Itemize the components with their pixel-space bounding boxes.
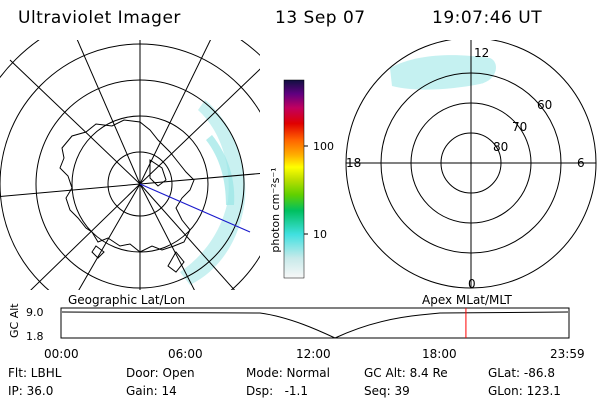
time-tick-1200: 12:00 [296,347,331,361]
colorbar-tick-100: 100 [313,140,334,153]
dsp-info: Dsp: -1.1 [246,384,309,398]
sun-direction-line [139,183,251,233]
glon-info: GLon: 123.1 [488,384,561,398]
colorbar: photon cm⁻²s⁻¹ [269,79,308,279]
auroral-oval-magnetic [390,55,496,90]
timeline-left-label: Geographic Lat/Lon [68,293,186,307]
altitude-timeline-plot [60,307,570,339]
timeline-y-min: 1.8 [26,330,44,343]
timeline-y-max: 9.0 [26,306,44,319]
auroral-oval [180,100,246,285]
filter-info: Flt: LBHL [8,366,62,380]
instrument-title: Ultraviolet Imager [18,8,181,28]
time-tick-1800: 18:00 [422,347,457,361]
colorbar-unit-label: photon cm⁻²s⁻¹ [269,167,282,252]
date-label: 13 Sep 07 [275,8,366,28]
seq-info: Seq: 39 [364,384,410,398]
mlt-label-18: 18 [346,156,362,170]
mlt-label-0: 0 [468,277,476,291]
mlat-mlt-polar-plot [345,40,597,289]
ip-info: IP: 36.0 [8,384,54,398]
time-tick-0600: 06:00 [168,347,203,361]
time-tick-0000: 00:00 [44,347,79,361]
timeline-right-label: Apex MLat/MLT [422,293,512,307]
time-label: 19:07:46 UT [432,8,543,28]
geographic-map [0,40,260,290]
time-tick-2359: 23:59 [550,347,585,361]
mlt-label-6: 6 [577,156,585,170]
gain-info: Gain: 14 [126,384,177,398]
altitude-curve [61,311,569,339]
gc-alt-info: GC Alt: 8.4 Re [364,366,448,380]
door-info: Door: Open [126,366,195,380]
mlt-label-12: 12 [474,46,490,60]
antarctica-coastline [59,119,195,253]
timeline-y-axis-title: GC Alt [8,303,21,338]
colorbar-tick-10: 10 [313,228,327,241]
mode-info: Mode: Normal [246,366,330,380]
glat-info: GLat: -86.8 [488,366,555,380]
mlat-label-60: 60 [537,98,553,112]
mlat-label-70: 70 [512,120,528,134]
mlat-label-80: 80 [493,140,509,154]
